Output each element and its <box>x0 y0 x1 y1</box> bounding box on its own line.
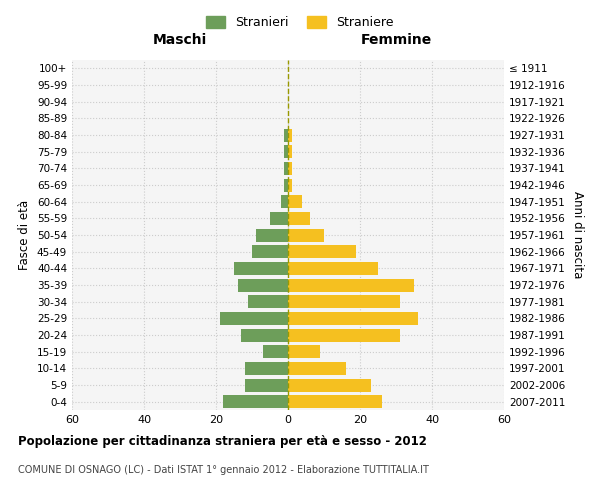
Text: Maschi: Maschi <box>153 32 207 46</box>
Text: Popolazione per cittadinanza straniera per età e sesso - 2012: Popolazione per cittadinanza straniera p… <box>18 435 427 448</box>
Bar <box>252 245 288 258</box>
Text: COMUNE DI OSNAGO (LC) - Dati ISTAT 1° gennaio 2012 - Elaborazione TUTTITALIA.IT: COMUNE DI OSNAGO (LC) - Dati ISTAT 1° ge… <box>18 465 429 475</box>
Bar <box>288 245 356 258</box>
Bar <box>288 212 310 225</box>
Bar <box>241 328 288 342</box>
Bar <box>263 345 288 358</box>
Bar <box>284 162 288 175</box>
Bar <box>223 395 288 408</box>
Bar <box>288 128 292 141</box>
Bar <box>270 212 288 225</box>
Legend: Stranieri, Straniere: Stranieri, Straniere <box>202 11 398 34</box>
Y-axis label: Anni di nascita: Anni di nascita <box>571 192 584 278</box>
Bar <box>284 178 288 192</box>
Text: Femmine: Femmine <box>361 32 431 46</box>
Bar <box>245 378 288 392</box>
Bar <box>245 362 288 375</box>
Bar <box>288 262 378 275</box>
Bar <box>288 145 292 158</box>
Bar <box>281 195 288 208</box>
Bar <box>256 228 288 241</box>
Bar <box>288 195 302 208</box>
Bar <box>288 278 414 291</box>
Bar <box>288 162 292 175</box>
Bar <box>288 228 324 241</box>
Y-axis label: Fasce di età: Fasce di età <box>19 200 31 270</box>
Bar <box>288 378 371 392</box>
Bar <box>288 328 400 342</box>
Bar <box>288 178 292 192</box>
Bar <box>288 362 346 375</box>
Bar <box>288 395 382 408</box>
Bar <box>284 128 288 141</box>
Bar <box>220 312 288 325</box>
Bar <box>288 295 400 308</box>
Bar <box>248 295 288 308</box>
Bar <box>288 345 320 358</box>
Bar <box>238 278 288 291</box>
Bar <box>288 312 418 325</box>
Bar <box>284 145 288 158</box>
Bar <box>234 262 288 275</box>
